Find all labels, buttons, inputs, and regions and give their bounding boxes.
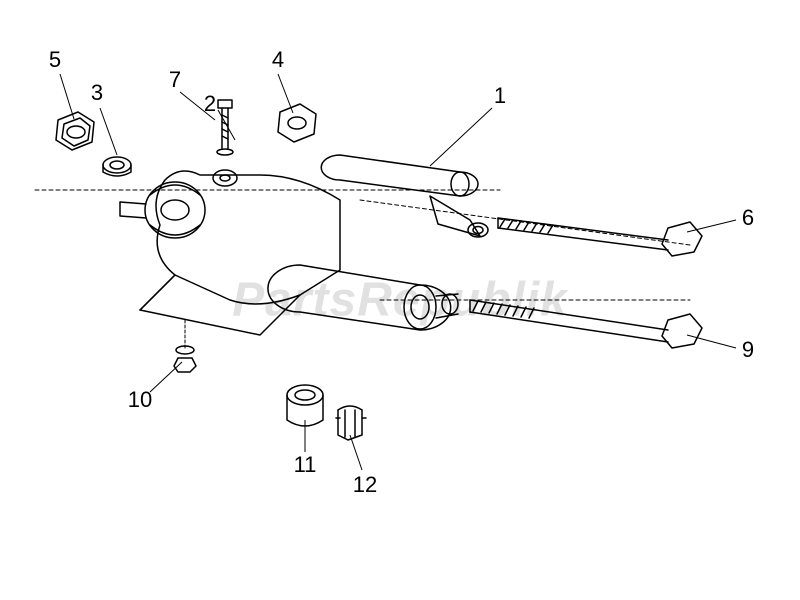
part-clip-12: [336, 406, 366, 440]
callout-label-2: 2: [204, 91, 216, 117]
diagram-stage: PartsRepublik: [0, 0, 800, 600]
callout-line-5: [60, 74, 74, 119]
callout-line-1: [430, 108, 492, 166]
callout-label-1: 1: [494, 83, 506, 109]
callout-label-10: 10: [128, 387, 152, 413]
part-washer-3: [103, 157, 131, 176]
callout-label-11: 11: [294, 452, 317, 478]
callout-label-7: 7: [169, 67, 181, 93]
part-bolt-7: [218, 100, 232, 148]
technical-drawing: [0, 0, 800, 600]
part-spacer-11: [287, 385, 323, 426]
callout-line-10: [150, 362, 182, 392]
part-washer-2: [217, 149, 233, 155]
part-nut-5: [56, 112, 94, 150]
callout-label-9: 9: [742, 337, 754, 363]
callout-line-12: [350, 435, 362, 470]
callout-label-6: 6: [742, 205, 754, 231]
callout-label-12: 12: [353, 472, 377, 498]
part-bolt-6: [498, 218, 702, 256]
part-nut-washer-10: [174, 320, 196, 372]
callout-line-2: [218, 110, 235, 140]
callout-label-5: 5: [49, 47, 61, 73]
callout-line-3: [100, 108, 117, 155]
callout-line-9: [687, 335, 736, 348]
callout-line-4: [278, 74, 293, 113]
part-bolt-9: [470, 300, 702, 348]
callout-label-3: 3: [91, 80, 103, 106]
callout-label-4: 4: [272, 47, 284, 73]
part-nut-4: [278, 104, 316, 142]
part-swingarm-1: [120, 155, 488, 335]
